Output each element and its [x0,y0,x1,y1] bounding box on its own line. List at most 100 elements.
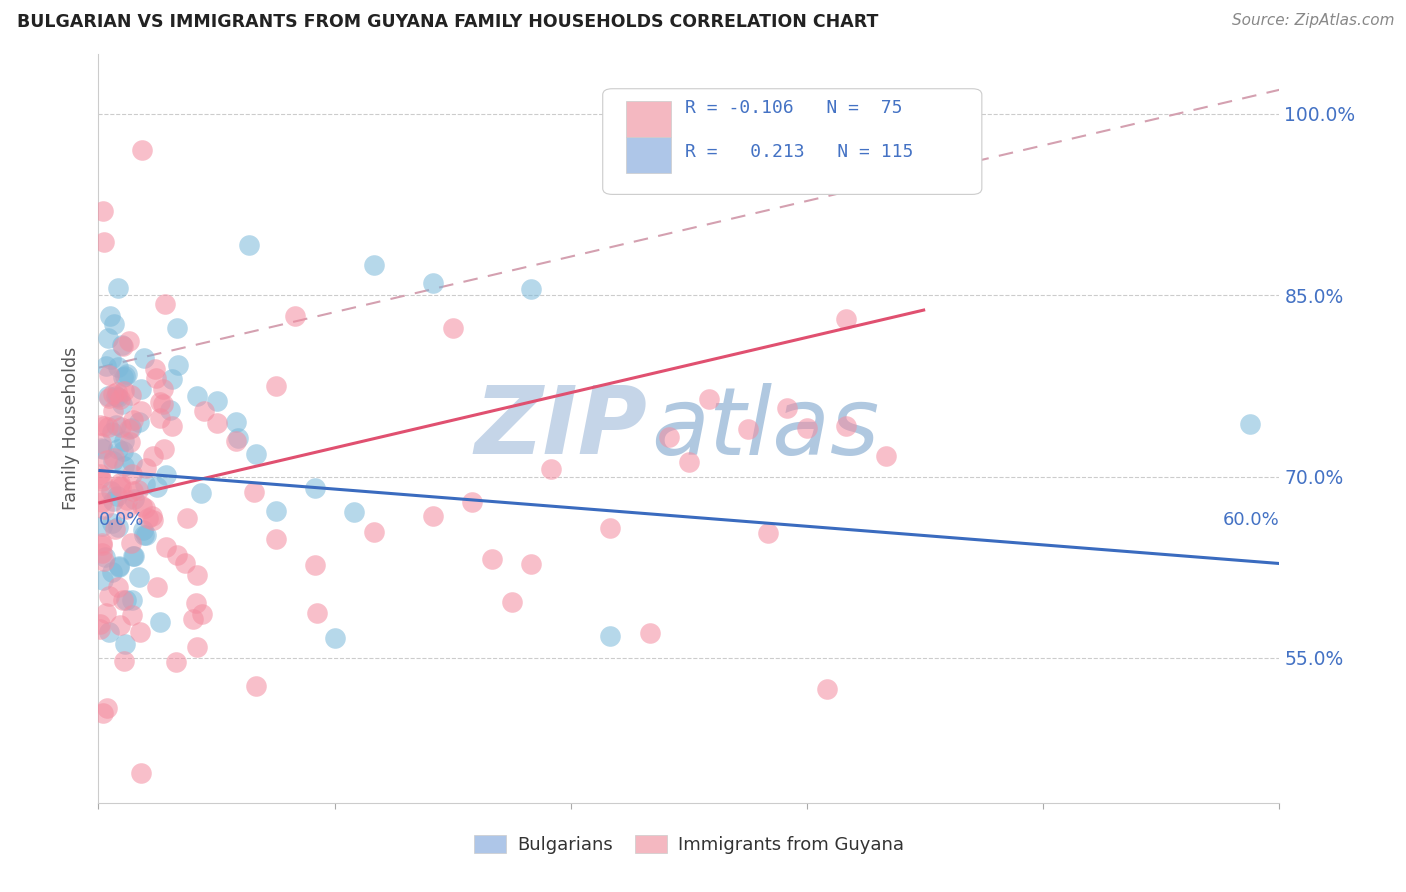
Point [98,368,121,383]
Point [132,351,155,366]
Point [245,447,267,461]
Point [225,434,247,449]
Point [135,527,157,541]
Point [242,484,264,499]
Legend: Bulgarians, Immigrants from Guyana: Bulgarians, Immigrants from Guyana [467,828,911,861]
Point [129,625,152,640]
Point [142,514,165,528]
Point [148,394,170,409]
FancyBboxPatch shape [626,101,671,137]
Point [422,276,444,290]
Point [186,640,208,655]
Point [96,453,118,467]
Point [776,401,799,416]
Text: BULGARIAN VS IMMIGRANTS FROM GUYANA FAMILY HOUSEHOLDS CORRELATION CHART: BULGARIAN VS IMMIGRANTS FROM GUYANA FAMI… [17,13,879,31]
Point [97,389,120,403]
Point [875,449,897,463]
Point [96,420,118,434]
Point [115,593,138,607]
Point [191,607,214,621]
Point [756,526,779,541]
Point [118,422,141,436]
Point [122,549,145,564]
Text: 0.0%: 0.0% [98,511,143,529]
Point [166,358,188,372]
Point [112,592,135,607]
Point [120,421,142,435]
Point [107,490,129,504]
Point [129,404,152,418]
Point [107,281,129,295]
Point [107,519,129,533]
Point [678,455,700,469]
Point [90,495,112,509]
Point [149,615,172,629]
Point [835,312,858,326]
Point [121,413,143,427]
Point [145,371,167,385]
Point [89,467,111,482]
Point [153,442,176,456]
Point [103,493,125,508]
Point [131,765,153,780]
Point [110,480,132,494]
Point [176,511,198,525]
Point [155,541,177,555]
Point [132,528,155,542]
Point [363,524,385,539]
Point [186,568,208,582]
Point [107,442,129,456]
Point [107,360,129,375]
Point [107,390,129,404]
Point [225,415,247,429]
Text: ZIP: ZIP [475,382,648,475]
Point [110,475,132,490]
Point [89,617,111,632]
Point [105,384,128,399]
Point [343,505,366,519]
Point [304,558,326,573]
Point [363,258,385,272]
Point [422,508,444,523]
Point [115,502,138,516]
Point [90,436,112,450]
Point [107,580,129,594]
Point [96,331,118,345]
Point [90,536,112,550]
Point [91,545,114,559]
Point [91,539,114,553]
Text: Source: ZipAtlas.com: Source: ZipAtlas.com [1232,13,1395,29]
Point [284,309,307,323]
Point [112,459,135,474]
Point [108,392,131,406]
Point [114,637,136,651]
Point [131,143,153,157]
Point [599,521,621,535]
Point [152,382,174,396]
Point [112,384,135,398]
Point [103,403,125,417]
Point [121,608,143,623]
Point [103,317,125,331]
Point [145,362,167,376]
Text: R = -0.106   N =  75: R = -0.106 N = 75 [685,99,903,117]
Point [96,606,118,620]
Point [91,706,114,720]
Point [112,434,135,448]
Text: atlas: atlas [651,383,879,474]
Point [540,462,562,476]
Point [181,611,204,625]
Point [146,580,169,594]
Point [264,532,287,546]
Point [835,418,858,433]
FancyBboxPatch shape [626,137,671,173]
Point [90,474,112,488]
Point [481,551,503,566]
Point [105,389,128,403]
Point [91,203,114,218]
Point [103,453,125,467]
Point [638,625,661,640]
Point [96,701,118,715]
Point [103,451,125,466]
Point [441,321,464,335]
